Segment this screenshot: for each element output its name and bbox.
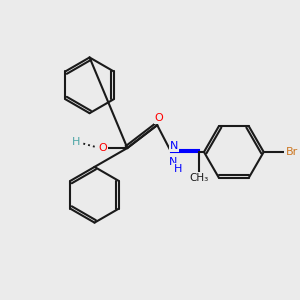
Text: N: N <box>169 157 177 167</box>
Text: Br: Br <box>286 147 298 157</box>
Text: CH₃: CH₃ <box>189 173 208 183</box>
Text: H: H <box>71 137 80 147</box>
Text: O: O <box>155 113 164 123</box>
Text: N: N <box>170 141 178 151</box>
Text: O: O <box>98 143 107 153</box>
Text: H: H <box>174 164 182 174</box>
